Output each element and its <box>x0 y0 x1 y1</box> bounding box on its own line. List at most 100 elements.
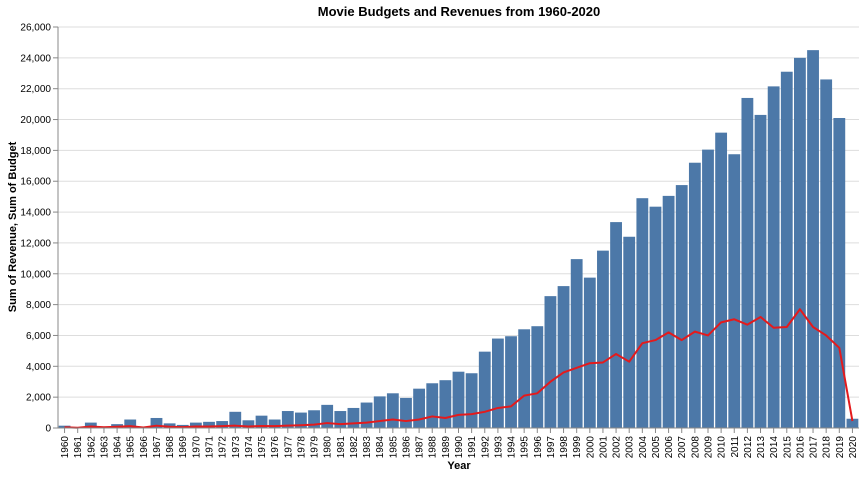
x-tick-label: 1984 <box>375 436 386 459</box>
x-tick-label: 1989 <box>441 436 452 459</box>
x-tick-label: 1973 <box>231 436 242 459</box>
revenue-bar <box>505 336 517 428</box>
y-tick-label: 22,000 <box>20 84 51 95</box>
x-tick-label: 2002 <box>612 436 623 459</box>
revenue-bar <box>478 351 491 428</box>
revenue-bar <box>203 421 215 428</box>
grid-lines <box>58 26 859 429</box>
x-tick-label: 1976 <box>270 436 281 459</box>
x-tick-label: 1999 <box>572 436 583 459</box>
x-tick-label: 1985 <box>388 436 399 459</box>
revenue-bar <box>373 396 386 428</box>
revenue-bar <box>544 296 557 428</box>
y-tick-label: 24,000 <box>20 53 51 64</box>
revenue-bar <box>58 425 71 428</box>
revenue-bar <box>623 236 636 428</box>
x-tick-label: 1997 <box>546 436 557 459</box>
revenue-bar <box>84 422 97 428</box>
x-tick-label: 1965 <box>126 436 137 459</box>
revenue-bar <box>662 195 675 428</box>
revenue-bar <box>518 329 531 428</box>
revenue-bar <box>281 411 294 428</box>
x-tick-label: 2008 <box>690 436 701 459</box>
x-tick-label: 1992 <box>480 436 491 459</box>
revenue-bar <box>754 114 767 429</box>
y-tick-label: 16,000 <box>20 177 51 188</box>
revenue-bar <box>583 277 596 428</box>
revenue-bar <box>242 420 255 428</box>
revenue-bar <box>124 419 137 428</box>
y-tick-label: 2,000 <box>26 393 51 404</box>
x-tick-label: 1960 <box>60 436 71 459</box>
x-tick-label: 1979 <box>310 436 321 459</box>
x-tick-label: 2015 <box>782 436 793 459</box>
x-tick-label: 1998 <box>559 436 570 459</box>
revenue-bar <box>150 417 163 428</box>
x-tick-label: 1988 <box>428 436 439 459</box>
x-tick-label: 2007 <box>677 436 688 459</box>
x-tick-label: 1967 <box>152 436 163 459</box>
x-tick-label: 1978 <box>296 436 307 459</box>
revenue-bar <box>465 373 478 428</box>
x-tick-label: 1977 <box>283 436 294 459</box>
revenue-bar <box>163 423 176 428</box>
revenue-bar <box>439 380 452 428</box>
budget-series-line <box>64 308 854 429</box>
revenue-bar <box>321 404 334 428</box>
revenue-bar <box>295 412 307 428</box>
x-tick-label: 1986 <box>401 436 412 459</box>
revenue-bar <box>597 250 609 428</box>
x-tick-label: 2010 <box>717 436 728 459</box>
revenue-bar <box>334 411 347 428</box>
x-tick-label: 1963 <box>99 436 110 459</box>
revenue-bar <box>610 222 622 428</box>
x-tick-label: 1970 <box>191 436 202 459</box>
revenue-bar <box>675 185 688 428</box>
x-tick-label: 1966 <box>139 436 150 459</box>
y-axis-title: Sum of Revenue, Sum of Budget <box>7 141 19 312</box>
x-tick-label: 2016 <box>795 436 806 459</box>
revenue-bar <box>426 383 439 428</box>
revenue-bar <box>636 198 649 428</box>
revenue-bar <box>820 79 833 428</box>
revenue-bar <box>400 397 412 428</box>
revenue-bar <box>216 421 229 428</box>
x-tick-label: 1975 <box>257 436 268 459</box>
y-tick-label: 4,000 <box>26 362 51 373</box>
revenue-bar <box>728 154 741 428</box>
x-tick-label: 1987 <box>415 436 426 459</box>
x-tick-label: 1964 <box>113 436 124 459</box>
x-tick-label: 2014 <box>769 436 780 459</box>
x-tick-label: 1995 <box>520 436 531 459</box>
x-axis-ticks: 1960 1961 1962 1963 1964 1965 1966 1967 1968 1969… <box>60 428 859 458</box>
revenue-bar <box>794 57 806 428</box>
x-tick-label: 1972 <box>218 436 229 459</box>
x-tick-label: 1990 <box>454 436 465 459</box>
x-tick-label: 1983 <box>362 436 373 459</box>
x-tick-label: 1994 <box>507 436 518 459</box>
revenue-bar <box>570 259 583 428</box>
revenue-bars <box>58 50 859 429</box>
revenue-bar <box>688 162 701 428</box>
x-tick-label: 2004 <box>638 436 649 459</box>
x-tick-label: 1969 <box>178 436 189 459</box>
x-tick-label: 1971 <box>205 436 216 459</box>
x-tick-label: 1982 <box>349 436 360 459</box>
revenue-bar <box>491 338 504 428</box>
revenue-bar <box>741 97 754 428</box>
x-tick-label: 1991 <box>467 436 478 459</box>
x-tick-label: 2019 <box>835 436 846 459</box>
y-tick-label: 14,000 <box>20 208 51 219</box>
revenue-bar <box>308 410 320 428</box>
x-tick-label: 1996 <box>533 436 544 459</box>
revenue-bar <box>229 411 242 428</box>
revenue-bar <box>255 415 268 428</box>
revenue-bar <box>715 132 728 428</box>
y-tick-label: 8,000 <box>26 300 51 311</box>
revenue-bar <box>807 50 819 429</box>
revenue-bar <box>767 86 780 428</box>
y-tick-label: 12,000 <box>20 238 51 249</box>
revenue-bar <box>780 71 793 428</box>
x-tick-label: 1993 <box>493 436 504 459</box>
